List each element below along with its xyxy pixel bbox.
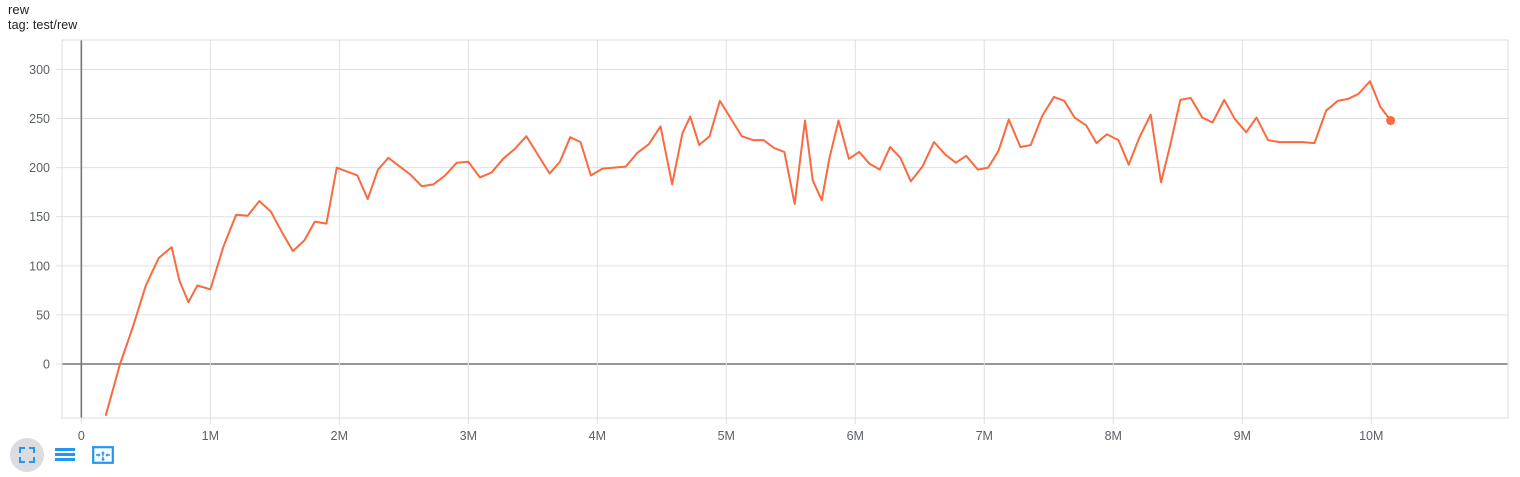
- x-tick-label: 10M: [1359, 429, 1383, 440]
- axis-layer: [56, 68, 1372, 424]
- chart-header: rew tag: test/rew: [8, 2, 77, 34]
- series-last-point-marker: [1386, 116, 1396, 126]
- x-tick-label: 1M: [202, 429, 219, 440]
- fit-domain-icon: [92, 446, 114, 464]
- fullscreen-button[interactable]: [10, 438, 44, 472]
- chart-toolbar[interactable]: [10, 438, 120, 472]
- plot-area[interactable]: 0 50 100 150 200 250 300 0 1M 2M 3M 4M 5M 6M 7M 8M 9M 10…: [0, 0, 1520, 440]
- plot-frame: [61, 39, 1509, 419]
- y-tick-label: 150: [29, 210, 50, 224]
- x-tick-label: 8M: [1105, 429, 1122, 440]
- fit-domain-button[interactable]: [86, 438, 120, 472]
- y-tick-label: 100: [29, 259, 50, 273]
- y-tick-label: 300: [29, 63, 50, 77]
- y-axis-ticks: 0 50 100 150 200 250 300: [29, 63, 50, 372]
- fullscreen-icon: [18, 446, 36, 464]
- x-tick-label: 2M: [331, 429, 348, 440]
- x-tick-label: 9M: [1234, 429, 1251, 440]
- y-tick-label: 200: [29, 161, 50, 175]
- plot-border: [61, 39, 1509, 419]
- page-title: rew: [8, 2, 30, 17]
- grid-layer: [62, 40, 1508, 418]
- x-axis-ticks: 0 1M 2M 3M 4M 5M 6M 7M 8M 9M 10M: [78, 429, 1384, 440]
- lines-button[interactable]: [48, 438, 82, 472]
- chart-tag-subtitle: tag: test/rew: [8, 18, 78, 33]
- x-tick-label: 6M: [847, 429, 864, 440]
- y-tick-label: 250: [29, 112, 50, 126]
- x-tick-label: 4M: [589, 429, 606, 440]
- series-line: [104, 80, 1392, 417]
- x-tick-label: 0: [78, 429, 85, 440]
- x-tick-label: 7M: [976, 429, 993, 440]
- line-chart-svg[interactable]: 0 50 100 150 200 250 300 0 1M 2M 3M 4M 5M 6M 7M 8M 9M 10…: [0, 0, 1520, 440]
- x-tick-label: 3M: [460, 429, 477, 440]
- y-tick-label: 50: [36, 308, 50, 322]
- series-layer: [104, 80, 1396, 417]
- x-tick-label: 5M: [718, 429, 735, 440]
- y-tick-label: 0: [43, 358, 50, 372]
- lines-icon: [54, 446, 76, 464]
